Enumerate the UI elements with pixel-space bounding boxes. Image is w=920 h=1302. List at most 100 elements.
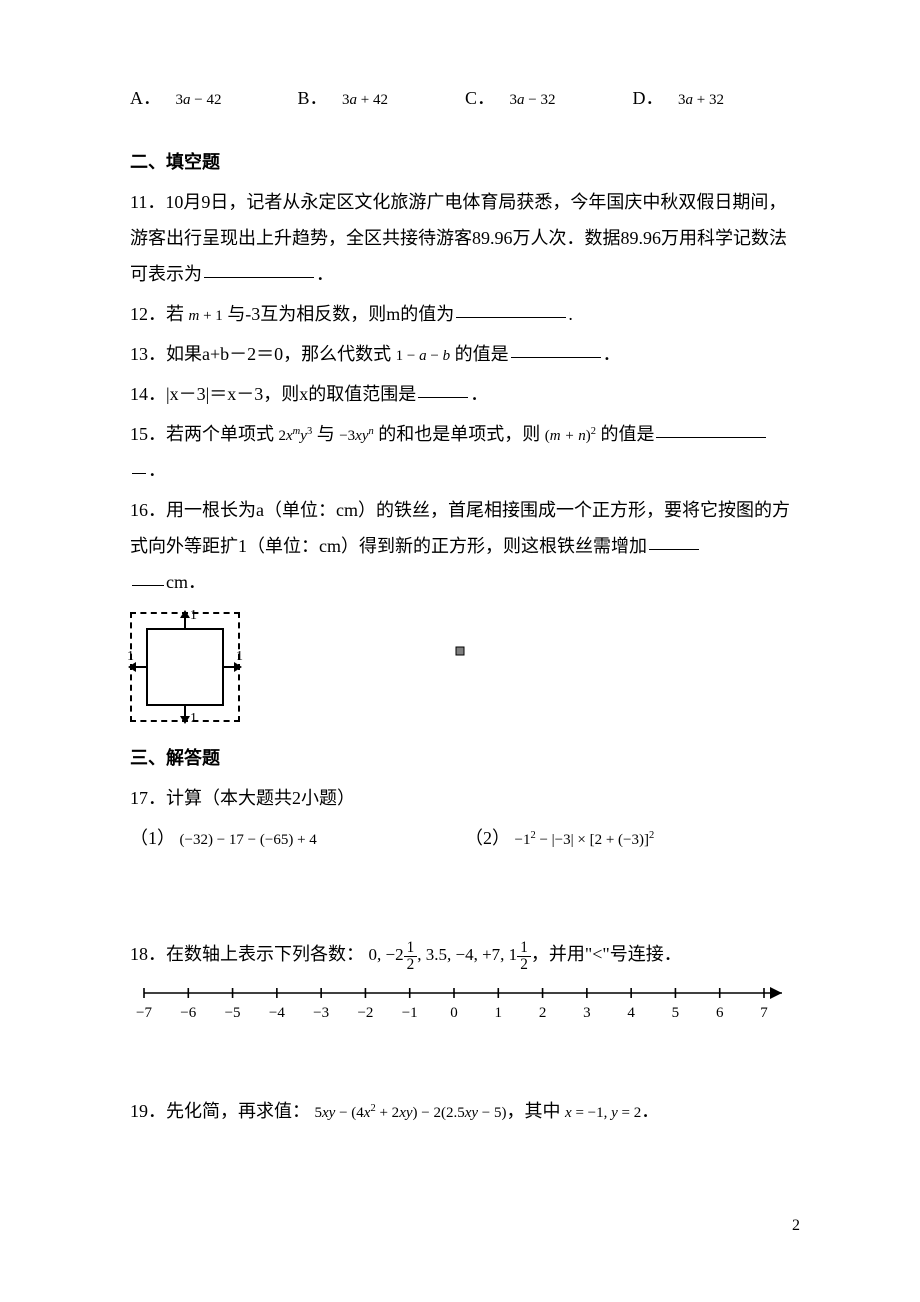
q18-text-b: ，并用"<"号连接． [531,944,682,964]
option-b-label: B． [298,88,328,108]
q15-expr3: (m + n)2 [545,428,596,444]
q11-blank[interactable] [204,258,314,278]
q19-text-b: ，其中 [507,1101,561,1121]
q17-num: 17． [130,788,166,808]
svg-text:3: 3 [583,1005,591,1021]
q12-blank[interactable] [456,298,566,318]
q19-num: 19． [130,1101,166,1121]
q16-label-bottom: 1 [190,712,197,726]
q19-text-a: 先化简，再求值： [166,1101,310,1121]
q12-text-c: . [568,304,573,324]
svg-text:−5: −5 [225,1005,241,1021]
q15-expr1: 2xmy3 [279,428,313,444]
question-19: 19．先化简，再求值： 5xy − (4x2 + 2xy) − 2(2.5xy … [130,1093,800,1129]
q13-num: 13． [130,344,166,364]
q12-num: 12． [130,304,166,324]
svg-text:−6: −6 [180,1005,196,1021]
q13-text-b: 的值是 [455,344,509,364]
page-center-marker-icon [456,647,465,656]
section-3-title: 三、解答题 [130,740,800,776]
section-2-title: 二、填空题 [130,144,800,180]
question-17: 17．计算（本大题共2小题） [130,780,800,816]
option-b: B． 3a + 42 [298,80,466,116]
q17-part1-label: （1） [130,828,175,848]
q17-part2-label: （2） [465,828,510,848]
option-c-label: C． [465,88,495,108]
q15-text-e: ． [148,460,166,480]
q19-text-c: ． [641,1101,659,1121]
question-11: 11．10月9日，记者从永定区文化旅游广电体育局获悉，今年国庆中秋双假日期间，游… [130,184,800,292]
q18-num: 18． [130,944,166,964]
q19-expr-cond: x = −1, y = 2 [565,1105,641,1121]
question-13: 13．如果a+b－2＝0，那么代数式 1 − a − b 的值是 ． [130,336,800,372]
option-c-expr: 3a − 32 [510,92,556,108]
question-12: 12．若 m + 1 与-3互为相反数，则m的值为. [130,296,800,332]
question-18: 18．在数轴上表示下列各数： 0, −212, 3.5, −4, +7, 112… [130,936,800,973]
svg-text:1: 1 [495,1005,503,1021]
option-d-expr: 3a + 32 [678,92,724,108]
q12-text-a: 若 [166,304,184,324]
q15-text-c: 的和也是单项式，则 [378,424,540,444]
svg-text:−1: −1 [402,1005,418,1021]
page-number: 2 [792,1210,800,1242]
option-a: A． 3a − 42 [130,80,298,116]
q16-blank-1[interactable] [649,530,699,550]
q14-num: 14． [130,384,166,404]
q18-expr: 0, −212, 3.5, −4, +7, 112 [369,945,531,964]
arrowhead-top-icon [180,610,190,618]
q16-label-right: 1 [236,650,243,664]
svg-text:2: 2 [539,1005,547,1021]
q15-expr2: −3xyn [339,428,374,444]
q13-text-c: ． [603,344,621,364]
q14-blank[interactable] [418,378,468,398]
svg-text:7: 7 [760,1005,768,1021]
q16-blank-2[interactable] [132,566,164,586]
option-c: C． 3a − 32 [465,80,633,116]
q13-text-a: 如果a+b－2＝0，那么代数式 [166,344,391,364]
options-row: A． 3a − 42 B． 3a + 42 C． 3a − 32 D． 3a +… [130,80,800,116]
q15-text-a: 若两个单项式 [166,424,274,444]
arrow-left-icon [134,666,148,668]
svg-text:0: 0 [450,1005,458,1021]
svg-text:−4: −4 [269,1005,285,1021]
q15-num: 15． [130,424,166,444]
svg-text:6: 6 [716,1005,724,1021]
svg-text:4: 4 [627,1005,635,1021]
q16-label-top: 1 [190,609,197,623]
q15-text-d: 的值是 [600,424,654,444]
q11-num: 11． [130,192,165,212]
svg-text:−7: −7 [136,1005,152,1021]
q13-expr: 1 − a − b [396,348,450,364]
q17-part1: （1） (−32) − 17 − (−65) + 4 [130,820,465,856]
q17-part1-expr: (−32) − 17 − (−65) + 4 [180,832,317,848]
q14-text-b: ． [470,384,488,404]
q14-text-a: |x－3|＝x－3，则x的取值范围是 [166,384,416,404]
option-a-label: A． [130,88,161,108]
option-d: D． 3a + 32 [633,80,801,116]
svg-text:−2: −2 [357,1005,373,1021]
q16-label-left: 1 [127,650,134,664]
option-d-label: D． [633,88,664,108]
q12-expr: m + 1 [189,308,223,324]
q15-blank[interactable] [656,418,766,438]
q15-blank-2[interactable] [132,454,146,474]
option-a-expr: 3a − 42 [176,92,222,108]
q19-expr-main: 5xy − (4x2 + 2xy) − 2(2.5xy − 5) [315,1105,507,1121]
question-15: 15．若两个单项式 2xmy3 与 −3xyn 的和也是单项式，则 (m + n… [130,416,800,488]
question-16: 16．用一根长为a（单位：cm）的铁丝，首尾相接围成一个正方形，要将它按图的方式… [130,492,800,600]
q18-text-a: 在数轴上表示下列各数： [166,944,364,964]
q18-number-line: −7 −6 −5 −4 −3 −2 −1 0 1 2 3 4 5 6 7 [130,981,800,1023]
q17-part2: （2） −12 − |−3| × [2 + (−3)]2 [465,820,800,856]
svg-text:5: 5 [672,1005,680,1021]
q13-blank[interactable] [511,338,601,358]
q16-text-b: cm． [166,572,206,592]
arrow-top-icon [184,616,186,630]
q12-text-b: 与-3互为相反数，则m的值为 [227,304,454,324]
q17-text: 计算（本大题共2小题） [166,788,355,808]
q11-text-b: ． [316,264,334,284]
q16-num: 16． [130,500,166,520]
question-14: 14．|x－3|＝x－3，则x的取值范围是 ． [130,376,800,412]
q17-part2-expr: −12 − |−3| × [2 + (−3)]2 [515,832,655,848]
option-b-expr: 3a + 42 [342,92,388,108]
svg-text:−3: −3 [313,1005,329,1021]
